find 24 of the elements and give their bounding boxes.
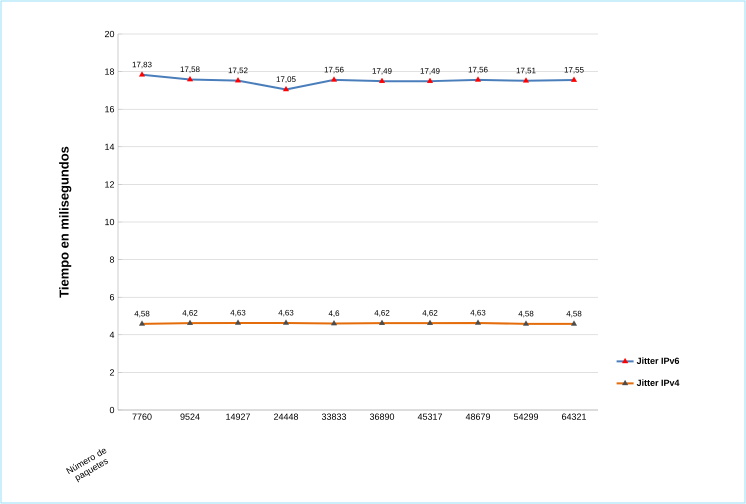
y-tick-label: 6: [110, 294, 114, 300]
x-tick-label: 48679: [466, 414, 490, 420]
y-tick-label: 20: [104, 30, 114, 38]
x-tick-label: 7760: [132, 414, 152, 420]
x-tick-label: 33833: [322, 414, 346, 420]
y-tick-label: 16: [105, 106, 114, 112]
y-tick-label: 2: [110, 369, 114, 376]
x-tick-label: 36890: [370, 414, 394, 420]
legend-label: Jitter IPv4: [636, 379, 680, 386]
y-tick-label: 18: [105, 68, 114, 75]
x-tick-label: 54299: [514, 414, 538, 420]
y-tick-label: 0: [110, 406, 114, 414]
y-tick-label: 10: [105, 218, 114, 226]
y-tick-label: 12: [105, 181, 114, 188]
x-tick-label: 64321: [562, 414, 586, 420]
x-tick-label: 14927: [226, 414, 250, 420]
x-tick-label: 9524: [180, 414, 200, 420]
y-tick-label: 8: [110, 256, 114, 263]
y-tick-label: 4: [110, 332, 114, 338]
y-axis-title: Tiempo en milisegundos: [59, 146, 72, 298]
legend-label: Jitter IPv6: [636, 357, 680, 364]
x-tick-label: 24448: [274, 414, 298, 420]
x-tick-label: 45317: [418, 414, 442, 420]
y-tick-label: 14: [105, 144, 114, 150]
